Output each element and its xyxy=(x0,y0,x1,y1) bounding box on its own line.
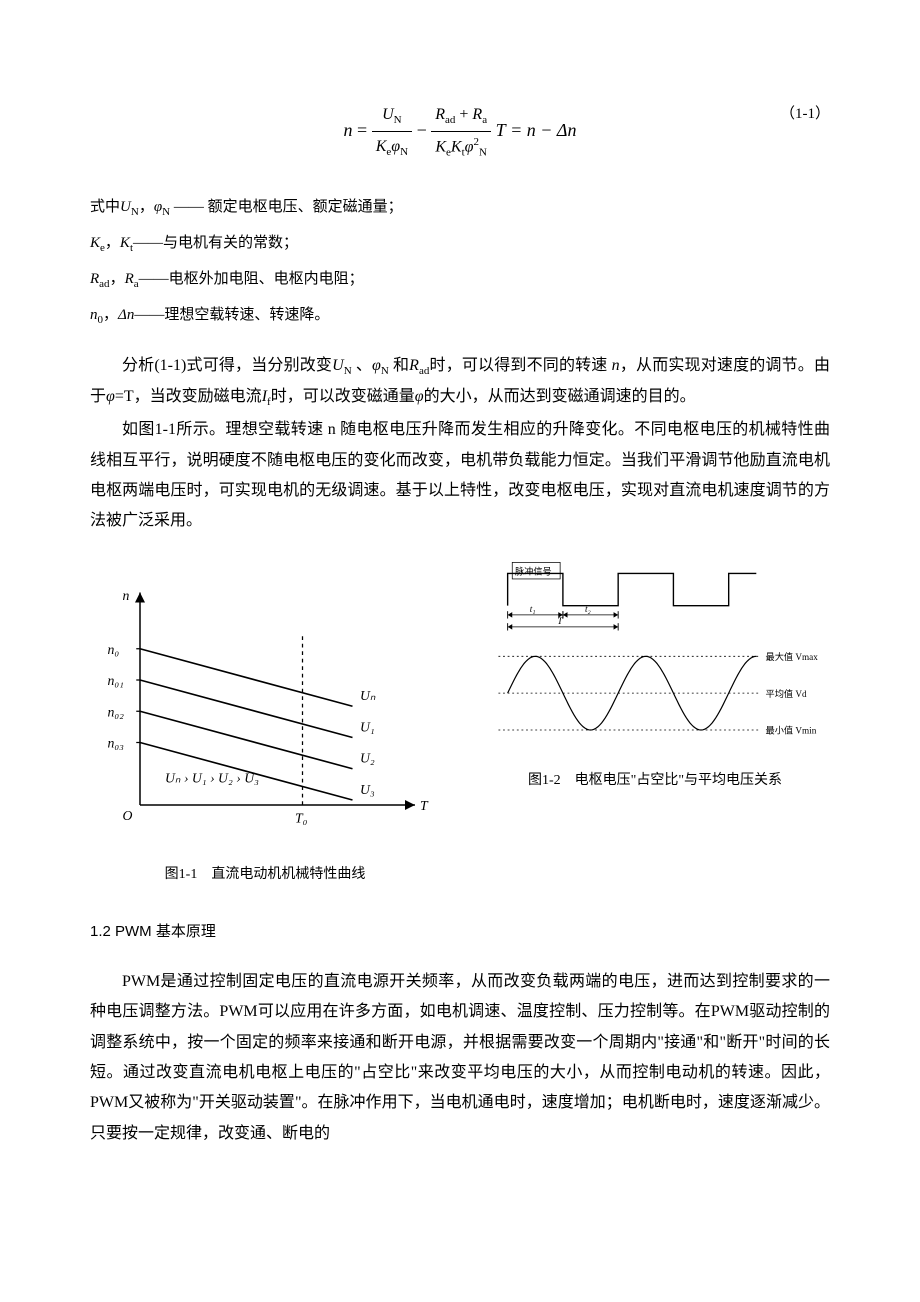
svg-text:n: n xyxy=(123,588,130,603)
eq-term1: UN KeφN xyxy=(372,100,412,163)
svg-text:U₁: U₁ xyxy=(360,719,375,734)
def-line-2: Ke，Kt——与电机有关的常数； xyxy=(90,229,830,259)
svg-text:脉冲信号: 脉冲信号 xyxy=(515,565,552,576)
svg-text:最大值 Vmax: 最大值 Vmax xyxy=(766,651,819,662)
def-line-1: 式中UN，φN —— 额定电枢电压、额定磁通量； xyxy=(90,193,830,223)
section-heading-1-2: 1.2 PWM 基本原理 xyxy=(90,918,830,947)
def-line-4: n0，Δn——理想空载转速、转速降。 xyxy=(90,301,830,331)
pwm-duty-cycle-chart: 脉冲信号 t₁ t₂ T 最大值 Vmax 平均值 Vd 最小值 Vmin xyxy=(480,555,830,748)
svg-text:最小值 Vmin: 最小值 Vmin xyxy=(766,724,817,735)
svg-text:n₀₁: n₀₁ xyxy=(108,673,124,688)
svg-text:t₁: t₁ xyxy=(530,604,536,614)
figure-1-1-caption: 图1-1 直流电动机机械特性曲线 xyxy=(90,862,440,889)
svg-text:Uₙ › U₁ › U₂ › U₃: Uₙ › U₁ › U₂ › U₃ xyxy=(165,770,259,785)
figures-row: n T On₀₃ n₀₂ n₀₁ n₀ U₃ U₂ U₁ Uₙ T₀ Uₙ › U₁ › U₂ › U… xyxy=(90,555,830,888)
svg-text:n₀₃: n₀₃ xyxy=(108,735,125,750)
figure-1-2: 脉冲信号 t₁ t₂ T 最大值 Vmax 平均值 Vd 最小值 Vmin 图1-2 电枢电… xyxy=(480,555,830,794)
svg-text:t₂: t₂ xyxy=(585,604,591,614)
equation-number: （1-1） xyxy=(780,100,830,129)
eq-lhs: n xyxy=(344,120,353,140)
mechanical-characteristic-chart: n T On₀₃ n₀₂ n₀₁ n₀ U₃ U₂ U₁ Uₙ T₀ Uₙ › U₁ › U₂ › U… xyxy=(90,555,440,843)
svg-text:T: T xyxy=(420,798,429,813)
svg-text:U₃: U₃ xyxy=(360,782,375,797)
svg-text:Uₙ: Uₙ xyxy=(360,688,376,703)
def-line-3: Rad，Ra——电枢外加电阻、电枢内电阻； xyxy=(90,265,830,295)
figure-1-1: n T On₀₃ n₀₂ n₀₁ n₀ U₃ U₂ U₁ Uₙ T₀ Uₙ › U₁ › U₂ › U… xyxy=(90,555,440,888)
analysis-paragraph-2: 如图1-1所示。理想空载转速 n 随电枢电压升降而发生相应的升降变化。不同电枢电… xyxy=(90,415,830,537)
svg-text:T: T xyxy=(557,616,563,626)
pwm-paragraph: PWM是通过控制固定电压的直流电源开关频率，从而改变负载两端的电压，进而达到控制… xyxy=(90,967,830,1149)
eq-term2: Rad + Ra KeKtφ2N xyxy=(431,100,491,163)
main-equation: n = UN KeφN − Rad + Ra KeKtφ2N T = n − Δ… xyxy=(90,100,830,163)
analysis-paragraph-1: 分析(1-1)式可得，当分别改变UN 、φN 和Rad时，可以得到不同的转速 n… xyxy=(90,351,830,413)
svg-text:T₀: T₀ xyxy=(295,810,308,825)
svg-text:平均值 Vd: 平均值 Vd xyxy=(766,688,807,699)
figure-1-2-caption: 图1-2 电枢电压"占空比"与平均电压关系 xyxy=(480,768,830,795)
svg-text:n₀₂: n₀₂ xyxy=(108,704,125,719)
symbol-definitions: 式中UN，φN —— 额定电枢电压、额定磁通量； Ke，Kt——与电机有关的常数… xyxy=(90,193,830,331)
svg-text:O: O xyxy=(123,808,133,823)
svg-text:n₀: n₀ xyxy=(108,642,120,657)
svg-text:U₂: U₂ xyxy=(360,750,375,765)
